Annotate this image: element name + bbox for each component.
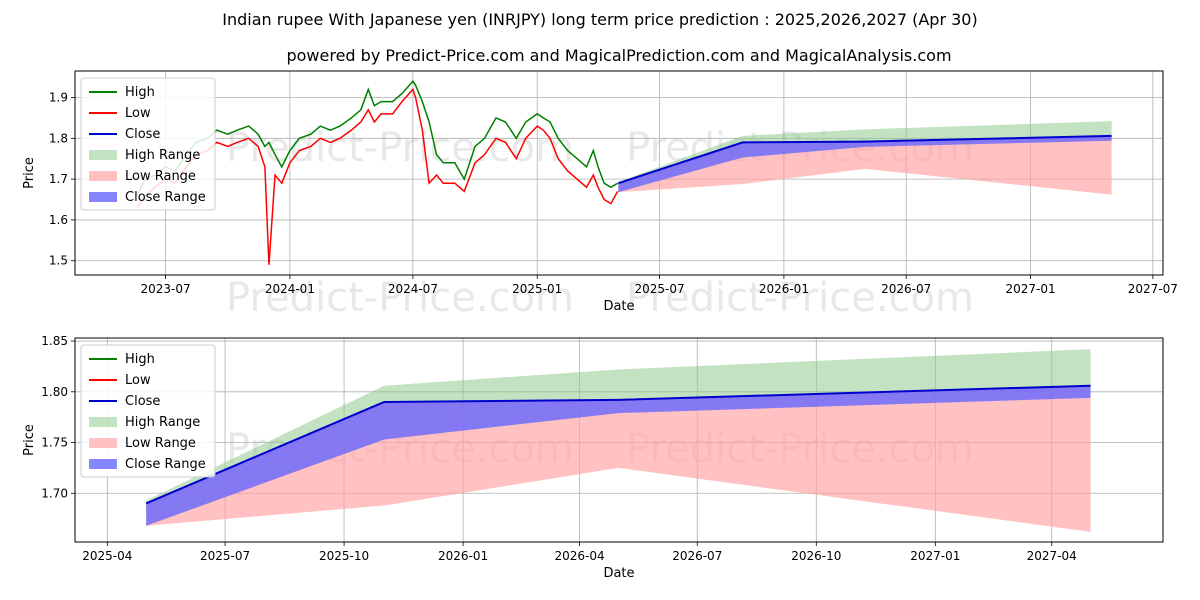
chart-title: Indian rupee With Japanese yen (INRJPY) … [222,10,977,29]
close-series-line [145,384,1091,505]
high-range-band [618,121,1112,184]
x-tick-label: 2025-10 [319,549,369,563]
y-tick-label: 1.80 [41,385,68,399]
y-tick-label: 1.8 [49,131,68,145]
legend-close-range-label: Close Range [125,190,206,205]
legend-low-range-swatch [89,171,117,181]
y-tick-label: 1.75 [41,436,68,450]
high-range-band [146,349,1091,504]
legend-close-label: Close [125,127,160,142]
x-tick-label: 2027-01 [1005,282,1055,296]
y-tick-label: 1.5 [49,254,68,268]
watermark-text: Predict-Price.com [626,275,974,321]
legend: High Low Close High Range Low Range Close Ran… [80,344,216,478]
x-tick-label: 2026-07 [881,282,931,296]
plot-frame [74,70,1164,276]
x-tick-label: 2025-01 [512,282,562,296]
x-tick-label: 2026-04 [554,549,604,563]
x-tick-label: 2027-01 [910,549,960,563]
x-tick-label: 2023-07 [140,282,190,296]
x-tick-label: 2026-01 [438,549,488,563]
legend-low-range-label: Low Range [125,436,196,451]
x-axis-label: Date [603,299,634,314]
legend-high-range-label: High Range [125,148,200,163]
x-tick-label: 2027-07 [1128,282,1178,296]
close-range-band [146,385,1091,526]
legend-low-range-label: Low Range [125,169,196,184]
x-axis-label: Date [603,566,634,581]
y-tick-label: 1.70 [41,486,68,500]
close-range-band [618,135,1112,193]
legend-close-range-label: Close Range [125,457,206,472]
chart-subtitle: powered by Predict-Price.com and Magical… [286,46,951,65]
y-axis-label: Price [22,424,37,456]
plot-frame [74,337,1164,543]
x-tick-label: 2024-07 [388,282,438,296]
low-series-line [136,87,619,265]
legend-high-range-swatch [89,150,117,160]
legend-low-range-swatch [89,438,117,448]
legend-high-range-label: High Range [125,415,200,430]
legend-high-label: High [125,352,155,367]
close-series-line [618,134,1112,185]
x-tick-label: 2026-10 [791,549,841,563]
legend-close-range-swatch [89,192,117,202]
x-tick-label: 2026-01 [759,282,809,296]
legend-high-range-swatch [89,417,117,427]
x-tick-label: 2027-04 [1027,549,1077,563]
high-series-line [136,79,619,196]
y-tick-label: 1.6 [49,213,68,227]
legend-close-label: Close [125,394,160,409]
legend-high-label: High [125,85,155,100]
x-tick-label: 2024-01 [265,282,315,296]
y-tick-label: 1.7 [49,172,68,186]
bottom-plot-panel: Predict-Price.comPredict-Price.com2025-0… [22,334,1164,581]
x-tick-label: 2025-04 [82,549,132,563]
x-tick-label: 2026-07 [672,549,722,563]
legend-close-range-swatch [89,459,117,469]
legend: High Low Close High Range Low Range Close Ran… [80,77,216,211]
y-tick-label: 1.85 [41,334,68,348]
legend-low-label: Low [125,106,151,121]
legend-low-label: Low [125,373,151,388]
y-tick-label: 1.9 [49,91,68,105]
watermark-text: Predict-Price.com [226,275,574,321]
x-tick-label: 2025-07 [200,549,250,563]
y-axis-label: Price [22,157,37,189]
x-tick-label: 2025-07 [634,282,684,296]
